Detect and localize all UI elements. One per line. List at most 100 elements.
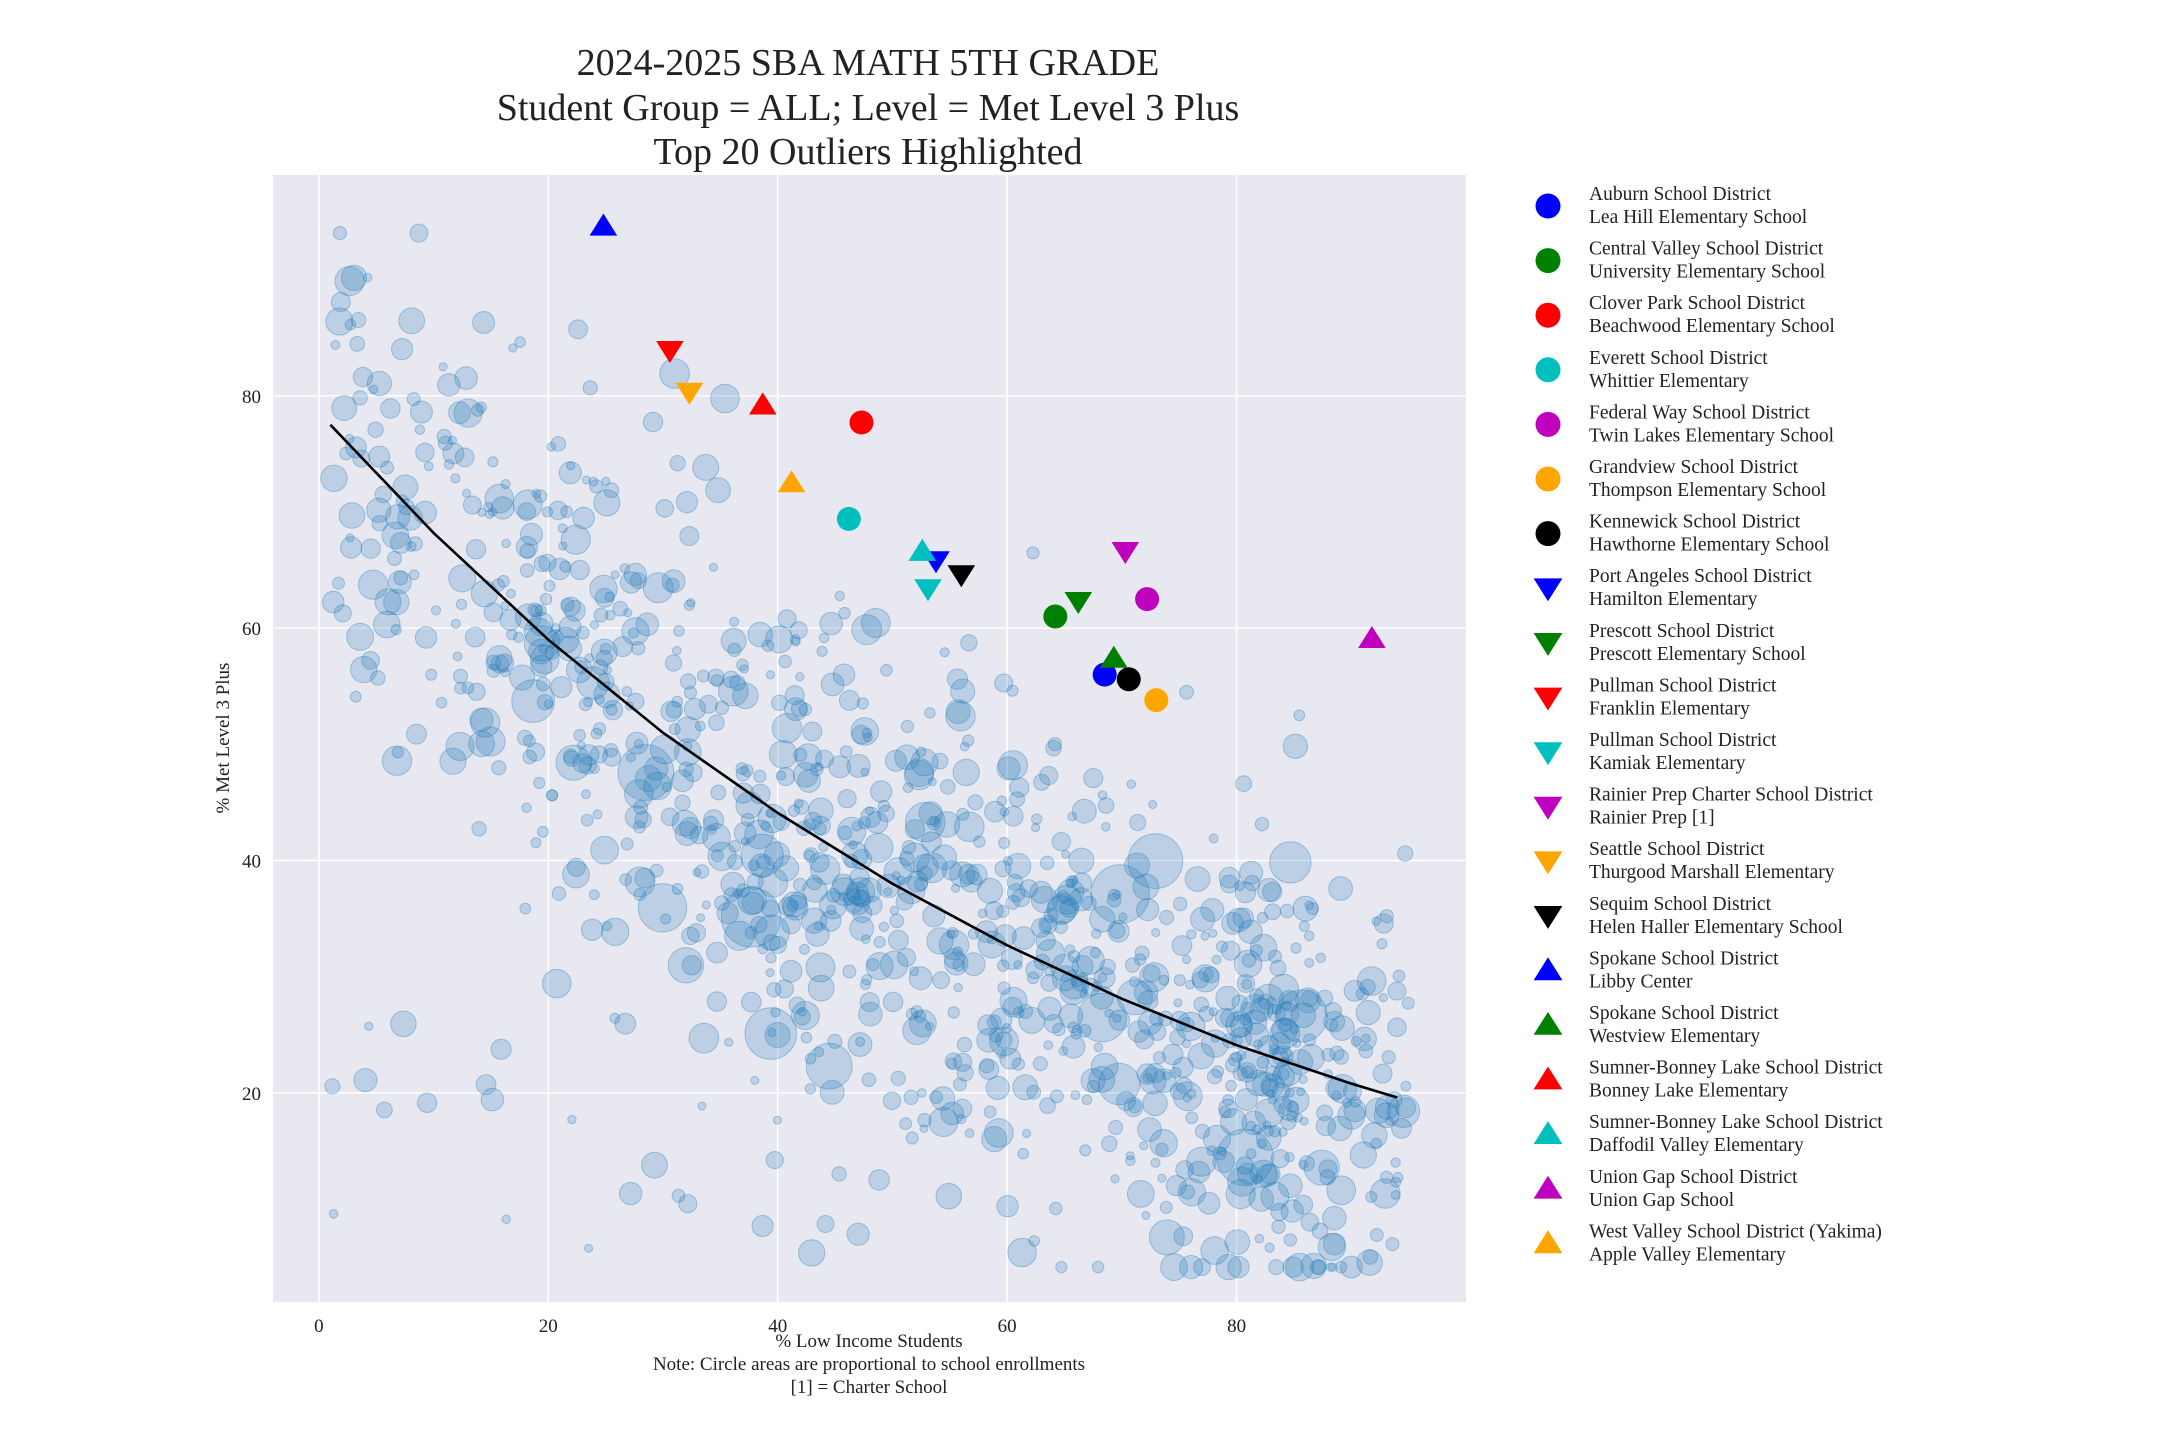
school-point <box>637 883 688 933</box>
school-point <box>320 464 348 492</box>
school-point <box>462 495 482 515</box>
school-point <box>727 642 742 658</box>
school-point <box>1070 1090 1081 1100</box>
school-point <box>1245 1120 1257 1132</box>
school-point <box>1005 895 1021 910</box>
school-point <box>390 624 402 636</box>
school-point <box>1241 1110 1267 1136</box>
school-point <box>1148 800 1158 809</box>
chart-title-line-2: Student Group = ALL; Level = Met Level 3… <box>497 87 1240 129</box>
legend-school: Rainier Prep [1] <box>1589 808 1715 829</box>
school-point <box>1235 1088 1258 1111</box>
school-point <box>1334 1260 1348 1274</box>
school-point <box>1112 1013 1122 1023</box>
school-point <box>633 799 649 815</box>
school-point <box>332 576 345 590</box>
school-point <box>831 1166 847 1182</box>
school-point <box>805 922 830 947</box>
school-point <box>1019 879 1039 898</box>
school-point <box>903 1089 919 1106</box>
legend-district: Pullman School District <box>1589 730 1777 751</box>
school-point <box>610 570 620 580</box>
school-point <box>771 694 788 712</box>
school-point <box>737 885 767 916</box>
school-point <box>1287 1100 1299 1113</box>
school-point <box>950 678 976 704</box>
school-point <box>1257 993 1274 1010</box>
outlier-marker <box>1092 662 1117 687</box>
school-point <box>1282 1256 1304 1278</box>
school-point <box>899 842 931 873</box>
school-point <box>452 651 463 662</box>
school-point <box>453 668 468 684</box>
school-point <box>562 860 590 889</box>
school-point <box>1359 978 1376 996</box>
school-point <box>1218 1105 1232 1119</box>
school-point <box>1077 1024 1092 1038</box>
school-point <box>1187 1160 1211 1184</box>
school-point <box>1007 1237 1037 1268</box>
school-point <box>720 887 782 948</box>
school-point <box>406 723 427 745</box>
school-point <box>707 668 725 686</box>
school-point <box>533 776 546 790</box>
school-point <box>464 626 486 648</box>
school-point <box>996 1048 1007 1059</box>
school-point <box>483 501 494 513</box>
school-point <box>371 515 388 532</box>
school-point <box>512 489 543 520</box>
school-point <box>772 1115 782 1125</box>
school-point <box>475 1074 497 1095</box>
school-point <box>665 701 683 719</box>
school-point <box>781 914 801 935</box>
school-point <box>1097 790 1108 800</box>
school-point <box>495 653 515 673</box>
school-point <box>978 1059 1000 1080</box>
school-point <box>520 522 543 546</box>
school-point <box>641 1151 668 1179</box>
school-point <box>1381 1050 1396 1065</box>
school-point <box>800 1031 813 1044</box>
school-point <box>1038 915 1058 935</box>
school-point <box>1337 1101 1366 1130</box>
legend-marker <box>1535 302 1561 328</box>
school-point <box>1241 953 1257 968</box>
school-point <box>858 816 871 830</box>
school-point <box>1061 1034 1086 1059</box>
school-point <box>563 750 580 767</box>
school-point <box>876 873 901 898</box>
school-point <box>584 1243 594 1253</box>
school-point <box>557 523 568 534</box>
school-point <box>976 877 1003 904</box>
school-point <box>667 947 705 984</box>
school-point <box>689 825 709 845</box>
school-point <box>500 601 510 611</box>
school-point <box>623 562 648 587</box>
school-point <box>1284 1152 1295 1163</box>
school-point <box>808 797 834 824</box>
school-point <box>1208 833 1219 844</box>
school-point <box>560 524 591 555</box>
school-point <box>1260 1181 1290 1211</box>
school-point <box>724 920 755 951</box>
school-point <box>839 745 853 758</box>
school-point <box>453 398 483 428</box>
legend-district: Federal Way School District <box>1589 402 1810 423</box>
school-point <box>619 873 632 886</box>
school-point <box>1132 873 1160 901</box>
school-point <box>763 841 791 868</box>
school-point <box>990 1007 1013 1030</box>
school-point <box>905 1131 919 1145</box>
school-point <box>1185 979 1195 990</box>
school-point <box>744 926 758 940</box>
school-point <box>415 442 435 463</box>
school-point <box>1255 1164 1279 1187</box>
school-point <box>882 1091 902 1111</box>
outlier-markers <box>589 213 1386 713</box>
school-point <box>486 645 513 672</box>
school-point <box>827 1033 843 1049</box>
school-point <box>425 668 438 681</box>
school-point <box>1046 895 1077 925</box>
school-point <box>1278 1018 1293 1032</box>
